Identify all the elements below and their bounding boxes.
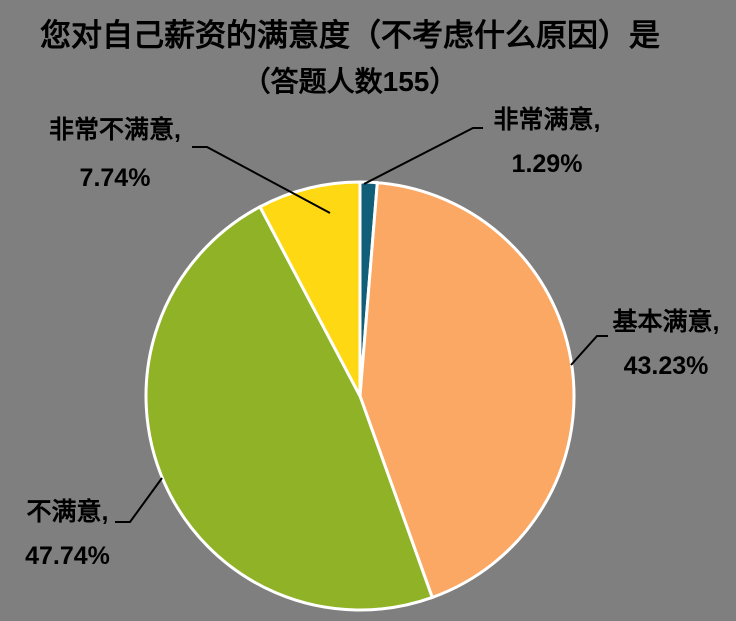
- callout-value: 7.74%: [79, 164, 151, 192]
- pie-slice-基本满意: [358, 181, 576, 600]
- pie-slice-不满意: [144, 204, 435, 612]
- callout-label: 不满意,: [26, 498, 109, 526]
- callout-label: 非常不满意,: [49, 116, 181, 144]
- callout-value: 1.29%: [511, 150, 583, 178]
- callout-value: 47.74%: [25, 542, 110, 570]
- leader-line-基本满意: [570, 335, 608, 366]
- callout-very-unsatisfied: 非常不满意, 7.74%: [20, 106, 210, 202]
- callout-very-satisfied: 非常满意, 1.29%: [458, 98, 636, 186]
- leader-line-非常不满意: [192, 146, 331, 214]
- callout-value: 43.23%: [623, 352, 709, 380]
- callout-unsatisfied: 不满意, 47.74%: [0, 490, 135, 578]
- chart-subtitle: （答题人数155）: [242, 66, 458, 97]
- leader-line-非常满意: [363, 127, 483, 185]
- callout-basically-satisfied: 基本满意, 43.23%: [596, 300, 736, 388]
- callout-label: 基本满意,: [612, 308, 720, 336]
- pie-slice-非常不满意: [257, 180, 362, 397]
- leader-line-不满意: [115, 477, 163, 523]
- chart-title: 您对自己薪资的满意度（不考虑什么原因）是: [40, 18, 660, 53]
- callout-label: 非常满意,: [493, 106, 601, 134]
